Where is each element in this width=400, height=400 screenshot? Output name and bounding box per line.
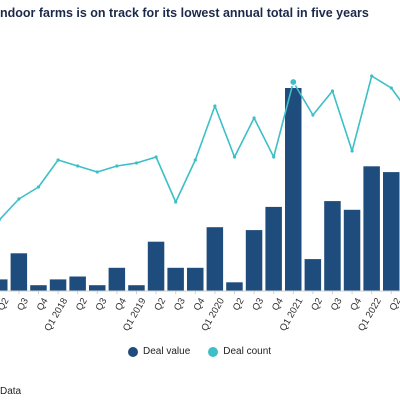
x-tick-label-8: Q2 (152, 296, 168, 312)
chart-title: ndoor farms is on track for its lowest a… (0, 6, 369, 20)
point-deal-count-19 (370, 74, 374, 78)
bar-deal-value-15 (285, 88, 302, 291)
line-deal-count (0, 75, 400, 221)
x-tick-label-13: Q3 (250, 296, 266, 312)
line-layer (0, 74, 400, 222)
legend-swatch-deal-value (128, 346, 138, 357)
point-deal-count-11 (213, 104, 217, 108)
bar-deal-value-9 (167, 267, 184, 291)
bar-deal-value-11 (206, 227, 224, 291)
point-deal-count-1 (17, 197, 21, 201)
bar-deal-value-12 (226, 282, 243, 291)
x-tick-label-5: Q3 (94, 296, 110, 312)
legend-item-deal-value: Deal value (128, 346, 190, 357)
point-deal-count-3 (56, 158, 60, 162)
point-deal-count-4 (76, 164, 80, 168)
point-deal-count-13 (252, 116, 256, 120)
point-deal-count-9 (174, 200, 178, 204)
point-deal-count-15 (288, 77, 298, 87)
legend-swatch-deal-count (208, 346, 219, 357)
bar-deal-value-7 (128, 285, 145, 291)
x-tick-label-4: Q2 (74, 296, 90, 312)
legend-item-deal-count: Deal count (208, 346, 271, 357)
bar-deal-value-2 (30, 285, 47, 291)
x-tick-label-14: Q4 (270, 296, 286, 312)
point-deal-count-7 (134, 161, 139, 165)
x-tick-label-16: Q2 (309, 296, 325, 312)
point-deal-count-12 (232, 155, 237, 159)
point-deal-count-8 (154, 155, 158, 159)
legend-label-deal-count: Deal count (223, 346, 272, 357)
point-deal-count-5 (95, 170, 99, 174)
x-tick-label-2: Q4 (35, 296, 51, 312)
x-tick-label-6: Q4 (113, 296, 129, 312)
x-tick-label-9: Q3 (172, 296, 188, 312)
bar-deal-value-14 (265, 206, 282, 291)
legend: Deal value Deal count (128, 346, 271, 357)
x-tick-label-1: Q3 (15, 296, 31, 312)
legend-label-deal-value: Deal value (143, 346, 191, 357)
bar-deal-value-17 (324, 201, 341, 291)
bar-deal-value-16 (304, 259, 322, 291)
point-deal-count-6 (115, 164, 119, 168)
source-note: Data (0, 386, 22, 397)
point-deal-count-10 (193, 158, 197, 162)
bar-deal-value-3 (49, 279, 67, 291)
bar-deal-value-19 (363, 166, 380, 291)
bar-deal-value-0 (0, 279, 8, 291)
point-deal-count-18 (350, 149, 354, 153)
bar-deal-value-8 (147, 241, 165, 291)
point-deal-count-17 (330, 89, 335, 93)
point-deal-count-0 (0, 218, 1, 222)
x-tick-label-0: Q2 (0, 296, 11, 312)
bar-deal-value-20 (383, 172, 400, 291)
bar-deal-value-1 (10, 253, 28, 291)
x-tick-label-20: Q2 (388, 296, 400, 312)
bar-deal-value-5 (89, 285, 106, 291)
bars-layer (0, 88, 400, 291)
point-deal-count-2 (36, 185, 41, 189)
x-tick-label-18: Q4 (348, 296, 364, 312)
x-tick-label-12: Q2 (231, 296, 247, 312)
point-deal-count-14 (272, 155, 276, 159)
bar-deal-value-6 (108, 267, 126, 291)
point-deal-count-20 (389, 86, 393, 90)
bar-deal-value-4 (69, 276, 86, 291)
bar-deal-value-13 (245, 230, 263, 291)
x-tick-label-10: Q4 (192, 296, 208, 312)
bar-deal-value-10 (187, 267, 204, 291)
bar-deal-value-18 (343, 209, 361, 291)
x-tick-label-17: Q3 (329, 296, 345, 312)
point-deal-count-16 (311, 113, 315, 117)
